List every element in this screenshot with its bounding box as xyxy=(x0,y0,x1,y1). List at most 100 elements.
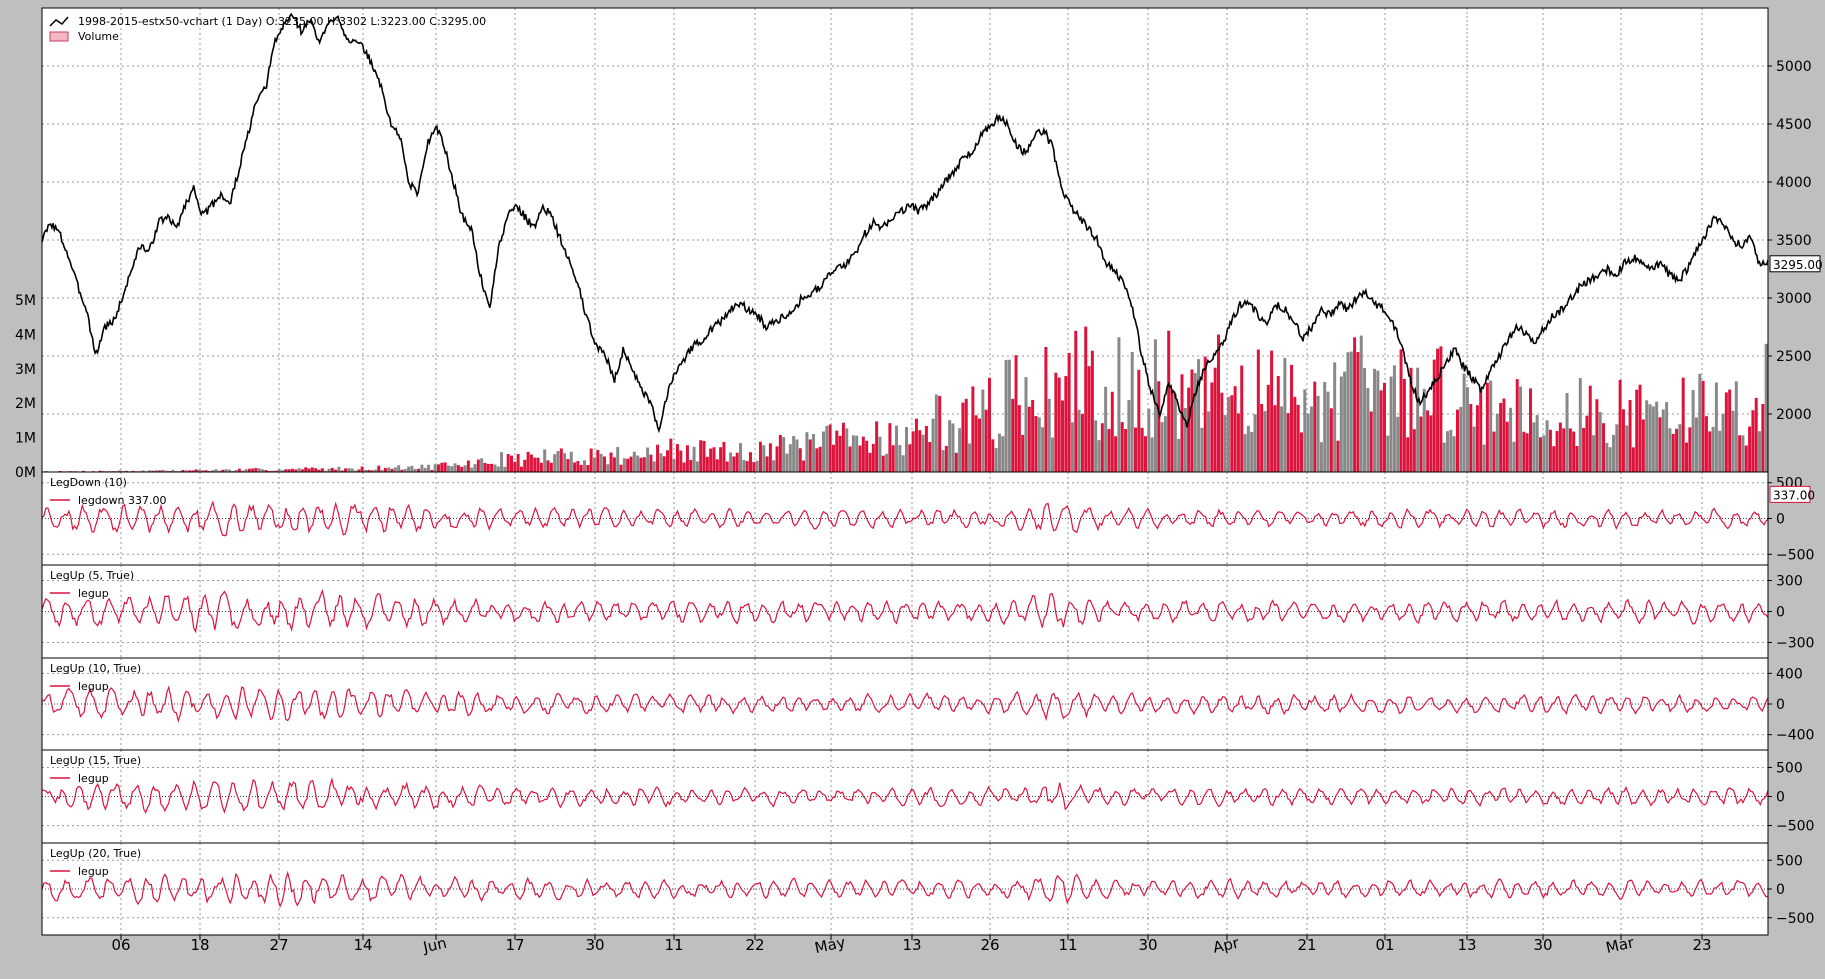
volume-bar xyxy=(1121,422,1124,472)
volume-bar xyxy=(1084,327,1087,472)
volume-bar xyxy=(1512,442,1515,472)
volume-bar xyxy=(805,432,808,472)
volume-bar xyxy=(726,462,729,472)
volume-bar xyxy=(1051,438,1054,472)
volume-bar xyxy=(1028,407,1031,472)
volume-bar xyxy=(1741,435,1744,472)
volume-bar xyxy=(543,449,546,472)
volume-bar xyxy=(1044,347,1047,472)
volume-bar xyxy=(669,439,672,472)
volume-bar xyxy=(1549,430,1552,472)
volume-bar xyxy=(1765,344,1768,472)
volume-bar xyxy=(1645,400,1648,472)
volume-bar xyxy=(1177,439,1180,472)
volume-bar xyxy=(1270,351,1273,472)
volume-bar xyxy=(1366,388,1369,472)
volume-bar xyxy=(361,467,364,472)
volume-bar xyxy=(786,454,789,472)
volume-bar xyxy=(633,452,636,472)
volume-bar xyxy=(1061,400,1064,472)
volume-bar xyxy=(1337,441,1340,472)
volume-bar xyxy=(822,431,825,472)
x-tick-label: 14 xyxy=(353,936,372,954)
volume-bar xyxy=(679,451,682,472)
volume-bar xyxy=(1064,376,1067,472)
x-tick-label: 17 xyxy=(505,936,524,954)
volume-bar xyxy=(1011,399,1014,472)
volume-bar xyxy=(792,436,795,472)
volume-bar xyxy=(1200,428,1203,472)
volume-bar xyxy=(1283,358,1286,472)
volume-bar xyxy=(1483,445,1486,472)
volume-bar xyxy=(1502,399,1505,472)
volume-bar xyxy=(696,461,699,472)
volume-bar xyxy=(507,454,510,472)
volume-bar xyxy=(736,453,739,472)
volume-bar xyxy=(1373,369,1376,472)
volume-bar xyxy=(1665,402,1668,472)
right-tick-label: 500 xyxy=(1776,760,1803,776)
volume-bar xyxy=(951,423,954,472)
volume-bar xyxy=(1386,436,1389,472)
volume-bar xyxy=(991,439,994,472)
volume-bar xyxy=(1546,420,1549,472)
volume-bar xyxy=(566,459,569,472)
volume-bar xyxy=(1463,374,1466,472)
volume-bar xyxy=(1310,406,1313,472)
volume-bar xyxy=(630,457,633,472)
volume-bar xyxy=(480,458,483,472)
panel-background-0 xyxy=(42,8,1768,472)
volume-bar xyxy=(1107,429,1110,472)
right-tick-label: 400 xyxy=(1776,666,1803,682)
volume-bar xyxy=(971,386,974,472)
volume-bar xyxy=(1526,433,1529,472)
volume-bar xyxy=(1566,393,1569,472)
left-tick-label: 5M xyxy=(15,293,36,309)
right-tick-label: 0 xyxy=(1776,697,1785,713)
volume-bar xyxy=(616,447,619,472)
volume-bar xyxy=(925,426,928,472)
volume-bar xyxy=(613,457,616,472)
volume-bar xyxy=(1187,388,1190,472)
volume-bar xyxy=(1698,374,1701,472)
right-tick-label: 500 xyxy=(1776,853,1803,869)
volume-bar xyxy=(447,466,450,472)
volume-bar xyxy=(1429,415,1432,472)
volume-bar xyxy=(1157,381,1160,472)
volume-bar xyxy=(1562,428,1565,472)
volume-bar xyxy=(1333,362,1336,472)
volume-bar xyxy=(397,465,400,472)
volume-bar xyxy=(1360,336,1363,472)
volume-bar xyxy=(653,461,656,472)
volume-bar xyxy=(321,468,324,472)
volume-bar xyxy=(802,461,805,472)
volume-bar xyxy=(1297,405,1300,472)
volume-bar xyxy=(772,460,775,472)
volume-bar xyxy=(706,457,709,472)
x-tick-label: 13 xyxy=(1457,936,1476,954)
volume-bar xyxy=(746,461,749,472)
volume-bar xyxy=(1672,434,1675,472)
legend-label-price: 1998-2015-estx50-vchart (1 Day) O:3235.0… xyxy=(78,15,486,28)
volume-bar xyxy=(460,467,463,472)
volume-bar xyxy=(1542,435,1545,472)
volume-bar xyxy=(1313,382,1316,472)
volume-bar xyxy=(537,458,540,472)
volume-bar xyxy=(849,446,852,472)
volume-bar xyxy=(1210,382,1213,472)
volume-bar xyxy=(998,434,1001,472)
volume-bar xyxy=(1356,352,1359,472)
right-tick-label: 300 xyxy=(1776,574,1803,590)
volume-bar xyxy=(1506,422,1509,472)
volume-bar xyxy=(905,427,908,472)
volume-bar xyxy=(1267,385,1270,472)
volume-bar xyxy=(756,461,759,472)
volume-bar xyxy=(1443,443,1446,472)
x-tick-label: 30 xyxy=(1138,936,1157,954)
volume-bar xyxy=(759,442,762,472)
volume-bar xyxy=(1675,429,1678,472)
volume-bar xyxy=(1207,411,1210,472)
volume-bar xyxy=(407,467,410,472)
x-tick-label: 06 xyxy=(111,936,130,954)
